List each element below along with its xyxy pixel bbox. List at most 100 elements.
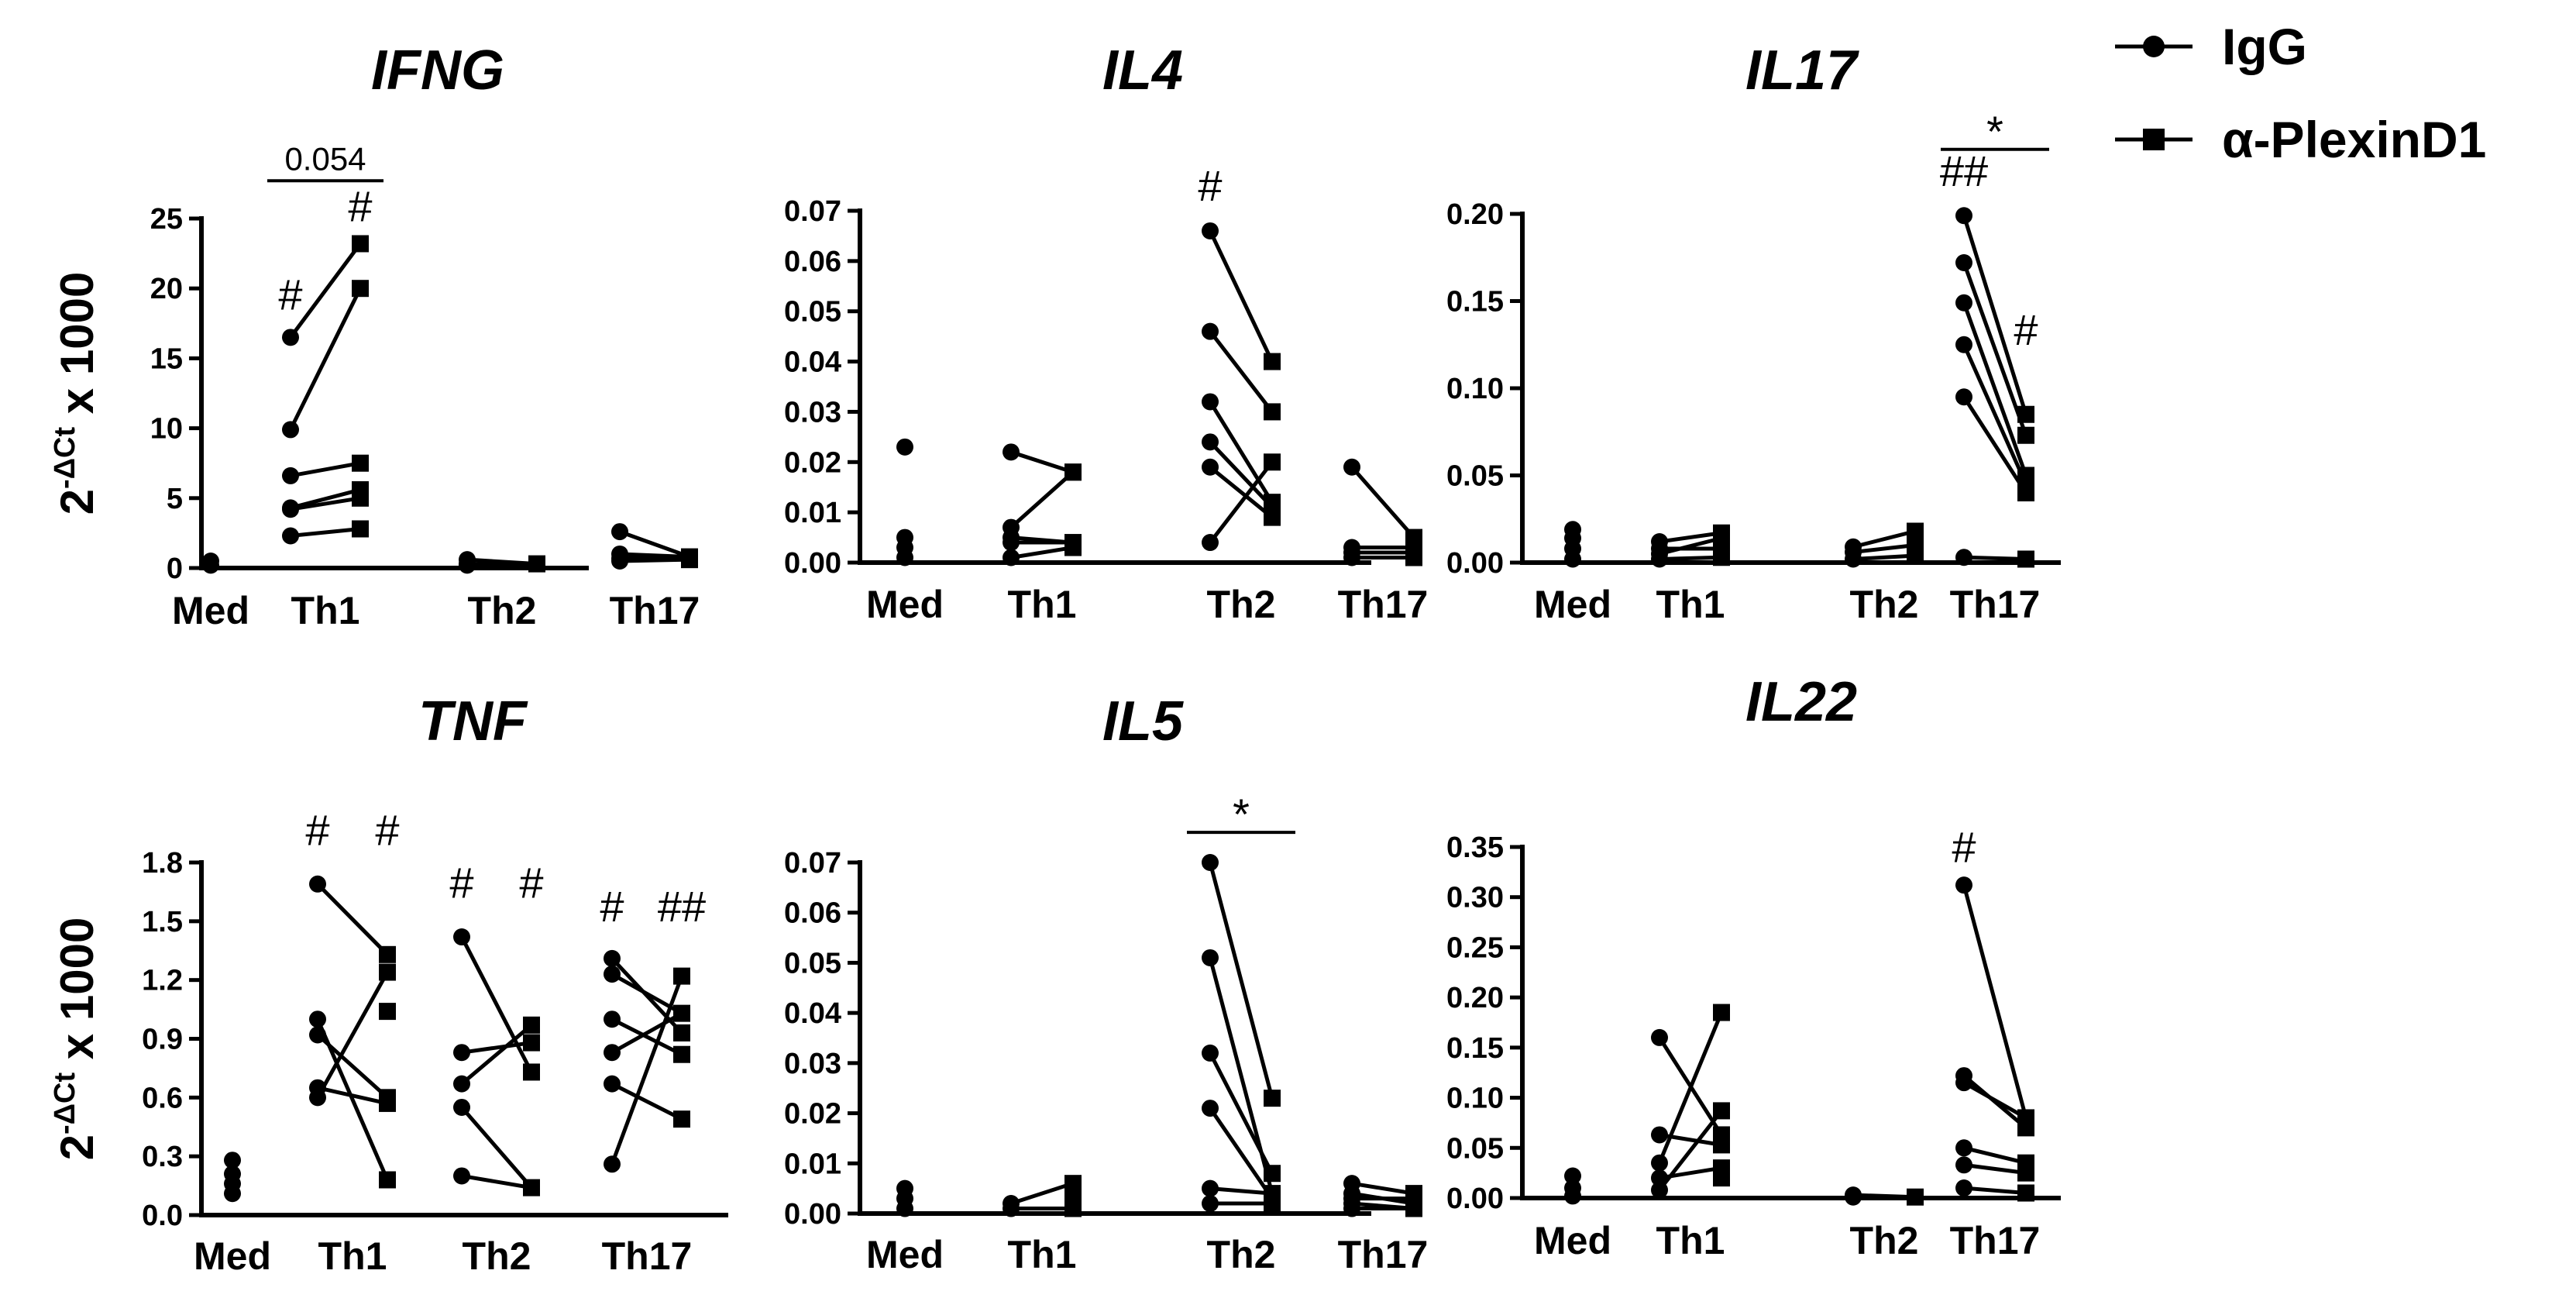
legend-plexin-label: α-PlexinD1 xyxy=(2222,111,2486,168)
paired-line xyxy=(459,935,534,1073)
igg-point xyxy=(224,1152,241,1169)
paired-line xyxy=(1350,466,1415,539)
plexin-point xyxy=(2017,467,2034,484)
plexin-point xyxy=(379,963,396,981)
plexin-point xyxy=(1064,1175,1082,1193)
y-tick-label: 0.06 xyxy=(784,246,841,278)
igg-point xyxy=(1651,1169,1668,1187)
y-tick-label: 0.20 xyxy=(1446,982,1504,1014)
y-tick-label: 0.10 xyxy=(1446,373,1504,405)
igg-point xyxy=(282,467,299,484)
y-tick-label: 20 xyxy=(150,273,183,305)
igg-point xyxy=(1202,222,1219,239)
igg-point xyxy=(1343,539,1360,556)
paired-line xyxy=(1208,401,1274,504)
legend-igg-label: IgG xyxy=(2222,18,2307,75)
paired-line xyxy=(1962,884,2028,1119)
x-category-label: Th17 xyxy=(1338,1233,1429,1276)
paired-line xyxy=(290,527,361,538)
plexin-point xyxy=(1064,463,1082,481)
paired-line xyxy=(1962,395,2028,494)
x-category-label: Th1 xyxy=(318,1234,387,1278)
paired-line xyxy=(316,883,389,956)
panel-tnf: TNF 0.0 0.3 0.6 0.9 1.2 1.5 1.8 Med Th1 Th2 Th17 2-Δ… xyxy=(49,690,728,1278)
paired-line xyxy=(290,487,361,510)
comparison-label: * xyxy=(1233,790,1250,838)
plexin-point xyxy=(1264,453,1281,471)
panel-title: IL17 xyxy=(1745,40,1859,102)
x-category-label: Th2 xyxy=(1207,583,1276,626)
plexin-point xyxy=(1264,1185,1281,1203)
x-category-label: Th17 xyxy=(1950,583,2041,626)
y-tick-label: 0.07 xyxy=(784,195,841,228)
plexin-point xyxy=(673,1004,690,1022)
igg-point xyxy=(1343,1175,1360,1193)
y-tick-label: 0.05 xyxy=(1446,460,1504,493)
comparison-label: * xyxy=(1986,107,2003,156)
panel-title: TNF xyxy=(418,690,528,752)
paired-line xyxy=(1962,301,2028,477)
plexin-point xyxy=(352,280,369,298)
igg-point xyxy=(604,1155,621,1173)
significance-mark: # xyxy=(449,859,473,907)
plexin-point xyxy=(523,1063,540,1081)
plexin-point xyxy=(523,1016,540,1034)
plexin-point xyxy=(352,480,369,498)
paired-line xyxy=(1010,546,1074,559)
y-tick-label: 0.3 xyxy=(142,1141,183,1173)
plexin-point xyxy=(528,555,545,573)
y-tick-label: 0.9 xyxy=(142,1024,183,1056)
igg-point xyxy=(1651,1126,1668,1144)
plexin-point xyxy=(1713,1004,1730,1021)
plexin-point xyxy=(379,945,396,963)
paired-line xyxy=(1208,957,1274,1194)
igg-point xyxy=(896,528,913,546)
y-axis-label-base: 2 xyxy=(51,1134,103,1160)
paired-line xyxy=(619,529,690,559)
y-axis-label-rest: x 1000 xyxy=(51,272,103,427)
paired-line xyxy=(288,242,363,339)
plexin-point xyxy=(2017,1154,2034,1172)
y-tick-label: 0.01 xyxy=(784,1148,841,1180)
plexin-point xyxy=(1264,353,1281,370)
paired-line xyxy=(1963,555,2027,561)
panel-title: IL22 xyxy=(1745,671,1857,733)
paired-line xyxy=(1962,215,2028,415)
comparison-label: 0.054 xyxy=(284,140,366,177)
plexin-point xyxy=(352,235,369,253)
x-category-label: Th1 xyxy=(1008,1233,1077,1276)
paired-line xyxy=(610,1082,683,1121)
y-tick-label: 0.05 xyxy=(1446,1132,1504,1165)
igg-point xyxy=(282,329,299,346)
igg-point xyxy=(1202,1195,1219,1213)
y-tick-label: 0.03 xyxy=(784,1048,841,1080)
igg-point xyxy=(1202,322,1219,340)
plexin-point xyxy=(1264,403,1281,421)
igg-point xyxy=(1202,1044,1219,1062)
plexin-point xyxy=(2017,405,2034,423)
paired-line xyxy=(1963,1145,2027,1165)
plexin-point xyxy=(1264,1090,1281,1107)
plexin-point xyxy=(681,548,698,566)
paired-line xyxy=(1963,1186,2027,1196)
x-category-label: Med xyxy=(1534,1219,1611,1262)
igg-point xyxy=(453,1044,470,1062)
y-tick-label: 15 xyxy=(150,343,183,375)
paired-line xyxy=(1209,440,1274,509)
paired-line xyxy=(1852,529,1916,549)
paired-line xyxy=(1962,1074,2027,1130)
igg-point xyxy=(1955,294,1972,312)
plexin-point xyxy=(673,967,690,985)
paired-line xyxy=(315,971,390,1099)
paired-line xyxy=(1209,465,1274,519)
igg-point xyxy=(282,527,299,545)
x-category-label: Th2 xyxy=(1850,583,1919,626)
y-axis-label-superscript: -ΔCt xyxy=(49,1072,81,1134)
y-tick-label: 1.5 xyxy=(142,906,183,938)
significance-mark: # xyxy=(348,182,372,231)
y-tick-label: 0.06 xyxy=(784,897,841,930)
y-tick-label: 0.10 xyxy=(1446,1083,1504,1115)
plexin-point xyxy=(1264,494,1281,511)
